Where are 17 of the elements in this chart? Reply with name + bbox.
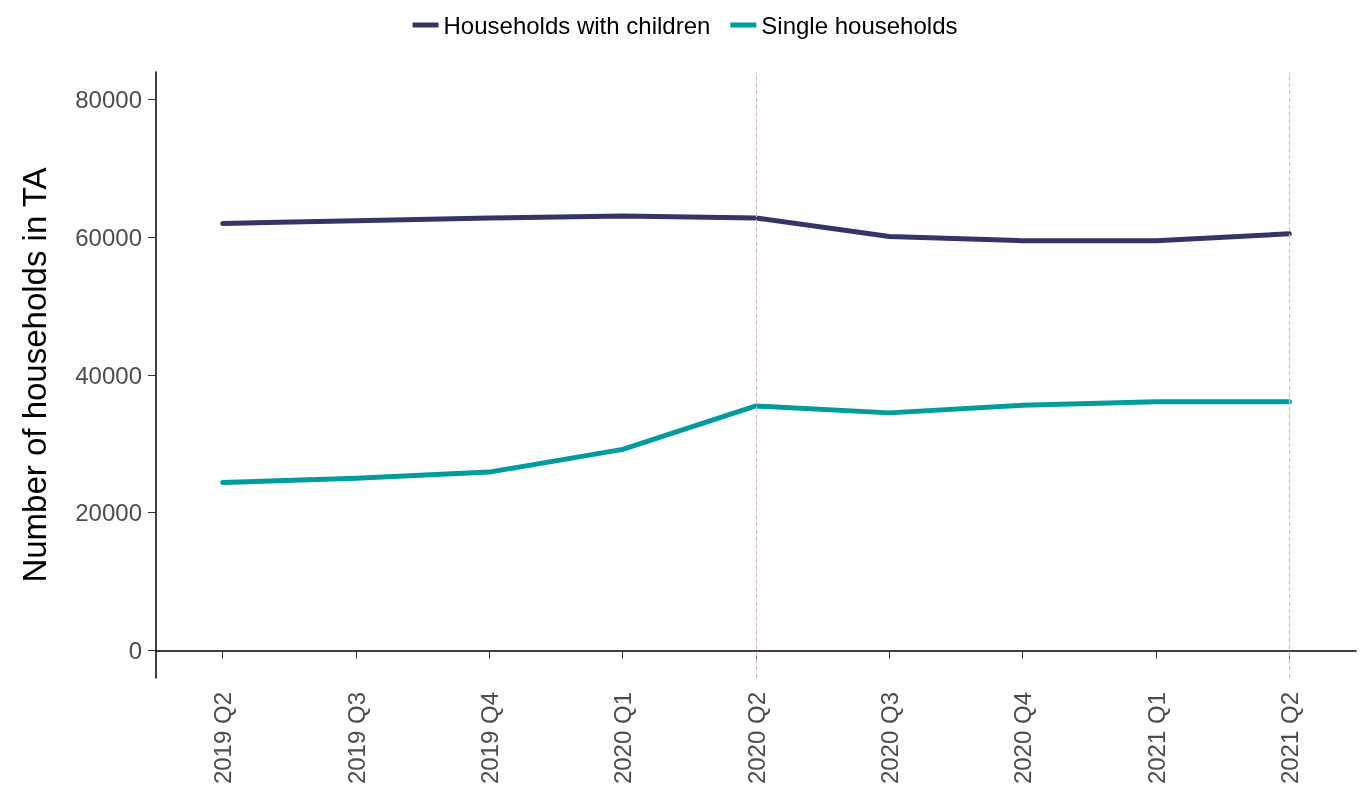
legend-label: Households with children bbox=[443, 11, 711, 39]
x-tick-label: 2021 Q2 bbox=[1275, 692, 1303, 785]
x-tick-label: 2021 Q1 bbox=[1142, 692, 1170, 785]
x-tick-label: 2019 Q3 bbox=[342, 692, 370, 785]
x-tick-label: 2019 Q2 bbox=[209, 692, 237, 785]
y-tick-label: 0 bbox=[128, 636, 142, 664]
x-tick-label: 2020 Q3 bbox=[875, 692, 903, 785]
y-tick-label: 40000 bbox=[75, 361, 142, 389]
x-tick-label: 2019 Q4 bbox=[475, 692, 503, 785]
x-tick-label: 2020 Q4 bbox=[1009, 692, 1037, 785]
legend-label: Single households bbox=[761, 11, 958, 39]
x-tick-label: 2020 Q1 bbox=[609, 692, 637, 785]
y-tick-label: 20000 bbox=[75, 499, 142, 527]
y-tick-label: 60000 bbox=[75, 223, 142, 251]
y-tick-label: 80000 bbox=[75, 86, 142, 114]
x-tick-label: 2020 Q2 bbox=[742, 692, 770, 785]
y-axis-title: Number of households in TA bbox=[16, 167, 53, 583]
